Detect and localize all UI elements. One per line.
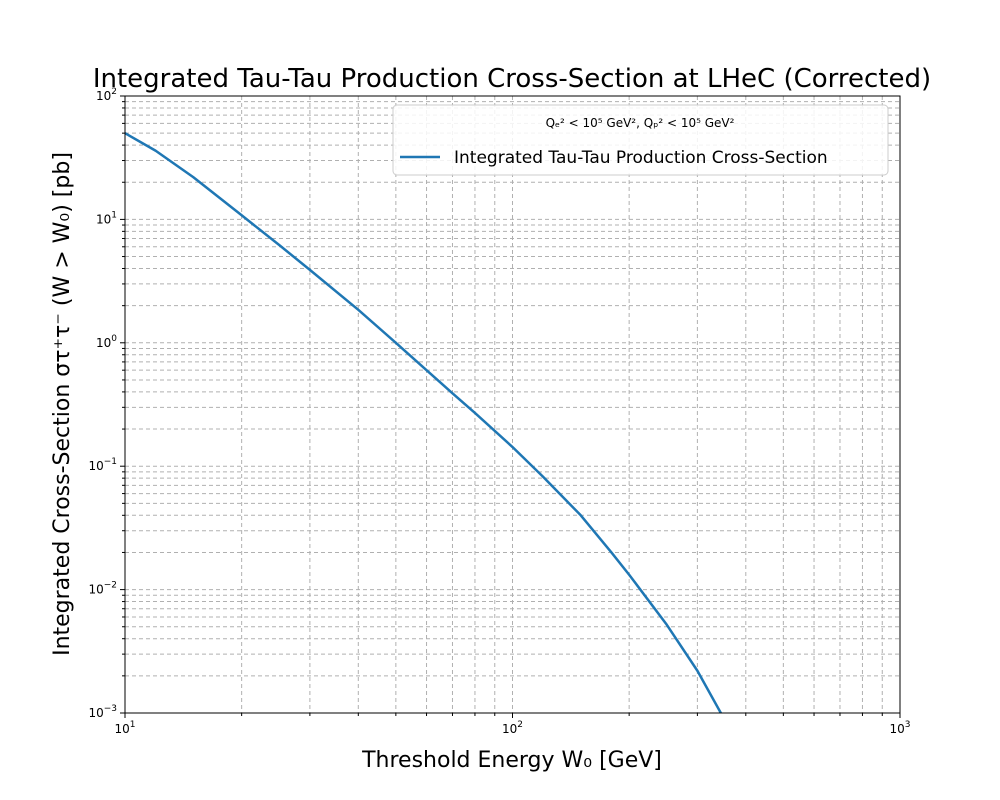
y-tick-label-base: 10 <box>88 459 103 473</box>
y-tick-label-base: 10 <box>88 583 103 597</box>
x-tick-label-exponent: 2 <box>517 720 523 730</box>
legend-title: Qₑ² < 10⁵ GeV², Qₚ² < 10⁵ GeV² <box>546 116 735 130</box>
y-tick-label: 10−2 <box>88 581 117 597</box>
x-tick-label: 103 <box>889 720 910 736</box>
x-tick-label-base: 10 <box>889 722 904 736</box>
y-tick-label-exponent: 2 <box>111 87 117 97</box>
y-tick-label-exponent: −1 <box>104 457 117 467</box>
x-axis-label: Threshold Energy W₀ [GeV] <box>361 748 662 773</box>
x-tick-label-exponent: 1 <box>130 720 136 730</box>
y-tick-label-base: 10 <box>88 706 103 720</box>
x-tick-label: 101 <box>114 720 135 736</box>
y-tick-label-base: 10 <box>96 212 111 226</box>
y-tick-label-base: 10 <box>96 336 111 350</box>
legend-box <box>392 104 889 176</box>
x-tick-label-exponent: 3 <box>905 720 911 730</box>
y-tick-label-exponent: −3 <box>104 704 117 714</box>
legend: Qₑ² < 10⁵ GeV², Qₚ² < 10⁵ GeV² Integrate… <box>392 104 889 176</box>
legend-entry-label: Integrated Tau-Tau Production Cross-Sect… <box>454 148 828 168</box>
y-tick-label-base: 10 <box>96 89 111 103</box>
y-tick-label-exponent: 0 <box>111 334 117 344</box>
y-tick-label: 100 <box>96 334 117 350</box>
y-tick-label: 101 <box>96 210 117 226</box>
y-tick-label: 10−1 <box>88 457 117 473</box>
chart-title: Integrated Tau-Tau Production Cross-Sect… <box>93 64 931 94</box>
y-tick-label-exponent: 1 <box>111 210 117 220</box>
x-tick-label: 102 <box>502 720 523 736</box>
y-tick-label-exponent: −2 <box>104 581 117 591</box>
x-tick-label-base: 10 <box>114 722 129 736</box>
y-tick-label: 102 <box>96 87 117 103</box>
series-line <box>125 132 723 713</box>
y-tick-label: 10−3 <box>88 704 117 720</box>
x-tick-label-base: 10 <box>502 722 517 736</box>
y-axis-label: Integrated Cross-Section στ⁺τ⁻ (W > W₀) … <box>50 152 75 656</box>
series-layer <box>125 132 723 713</box>
